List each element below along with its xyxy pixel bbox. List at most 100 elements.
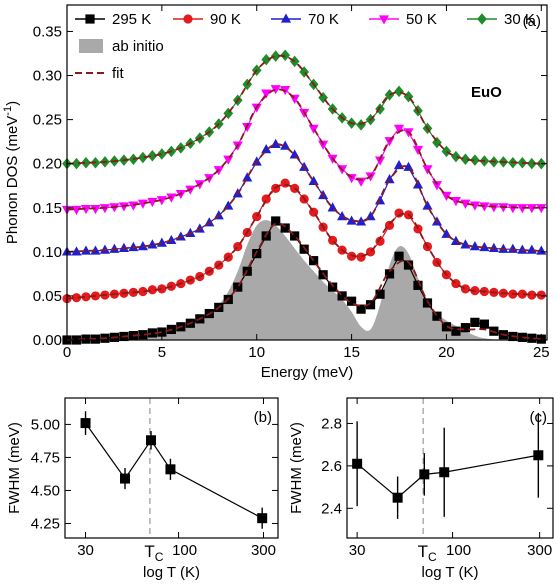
y-tick-label: 0.30 xyxy=(33,68,62,85)
marker xyxy=(450,197,461,207)
y-axis-label: FWHM (meV) xyxy=(288,422,305,514)
marker xyxy=(271,216,281,226)
marker xyxy=(166,193,177,203)
marker xyxy=(308,175,319,185)
marker xyxy=(261,89,272,99)
marker xyxy=(280,140,291,150)
series-line xyxy=(67,88,542,211)
marker xyxy=(280,178,290,188)
marker xyxy=(270,50,281,62)
tc-label-sub: C xyxy=(155,550,164,564)
marker xyxy=(451,326,461,336)
tc-label-sub: C xyxy=(428,550,437,564)
legend-marker xyxy=(378,15,390,25)
marker xyxy=(507,204,518,214)
marker xyxy=(257,513,268,524)
y-tick-label: 4.25 xyxy=(31,515,60,532)
marker xyxy=(527,290,537,300)
panel-label: (c) xyxy=(530,409,548,426)
x-tick-label: 25 xyxy=(533,344,550,361)
x-tick-label: 30 xyxy=(77,542,94,559)
marker xyxy=(460,323,471,333)
y-tick-label: 0.15 xyxy=(33,200,62,217)
marker xyxy=(138,286,148,297)
x-axis-label: log T (K) xyxy=(143,564,200,581)
marker xyxy=(527,333,537,343)
y-tick-label: 4.75 xyxy=(31,449,60,466)
fit-line xyxy=(66,54,542,165)
marker xyxy=(356,252,366,262)
tc-label: TC xyxy=(144,542,163,564)
marker xyxy=(384,137,395,147)
marker xyxy=(488,242,499,252)
x-tick-label: 100 xyxy=(446,542,471,559)
x-tick-label: 0 xyxy=(63,344,71,361)
marker xyxy=(517,244,528,254)
marker xyxy=(261,144,272,154)
legend-label: ab initio xyxy=(112,38,164,55)
y-axis-label-end: ) xyxy=(4,101,21,106)
marker xyxy=(422,298,433,308)
marker xyxy=(533,450,544,461)
marker xyxy=(137,241,148,251)
annotation: EuO xyxy=(471,84,502,101)
marker xyxy=(280,223,290,233)
marker xyxy=(479,319,489,329)
marker xyxy=(384,269,395,279)
marker xyxy=(138,330,148,340)
x-tick-label: 300 xyxy=(251,542,276,559)
fit-line xyxy=(66,183,542,300)
marker xyxy=(252,211,262,222)
y-tick-label: 0.10 xyxy=(33,244,62,261)
x-tick-label: 10 xyxy=(248,344,265,361)
marker xyxy=(356,119,366,131)
marker xyxy=(536,204,547,214)
y-tick-label: 0.35 xyxy=(33,23,62,40)
axes-frame xyxy=(64,397,279,539)
legend-marker xyxy=(280,13,292,23)
y-tick-label: 0.20 xyxy=(33,156,62,173)
marker xyxy=(517,204,528,214)
marker xyxy=(419,469,430,480)
marker xyxy=(165,464,176,475)
marker xyxy=(460,153,471,166)
marker xyxy=(479,241,490,252)
y-tick-label: 2.6 xyxy=(321,458,342,475)
marker xyxy=(498,203,509,213)
marker xyxy=(393,124,405,134)
marker xyxy=(517,289,527,299)
marker xyxy=(526,157,537,170)
x-tick-label: 30 xyxy=(349,542,366,559)
marker xyxy=(507,243,518,253)
legend-label: 70 K xyxy=(308,11,339,28)
marker xyxy=(233,282,243,292)
x-tick-label: 5 xyxy=(158,344,166,361)
marker xyxy=(71,205,82,216)
marker xyxy=(157,284,167,294)
marker xyxy=(223,155,234,165)
marker xyxy=(413,280,423,290)
y-tick-label: 2.4 xyxy=(321,500,342,517)
marker xyxy=(517,332,527,342)
x-tick-label: 300 xyxy=(527,542,552,559)
marker xyxy=(394,208,404,218)
marker xyxy=(146,435,157,446)
marker xyxy=(80,204,92,215)
marker xyxy=(81,292,91,302)
marker xyxy=(365,300,376,310)
marker xyxy=(80,245,92,255)
marker xyxy=(375,289,385,299)
marker xyxy=(498,243,509,253)
marker xyxy=(147,197,158,208)
marker xyxy=(157,327,167,337)
marker xyxy=(147,285,157,295)
marker xyxy=(469,241,480,251)
legend-swatch xyxy=(79,39,103,53)
tc-label: TC xyxy=(418,542,437,564)
marker xyxy=(71,157,82,170)
legend-marker xyxy=(183,14,193,24)
marker xyxy=(308,124,319,134)
x-axis-label: log T (K) xyxy=(422,564,479,581)
x-tick-label: 100 xyxy=(172,542,197,559)
axes-frame xyxy=(346,397,554,539)
